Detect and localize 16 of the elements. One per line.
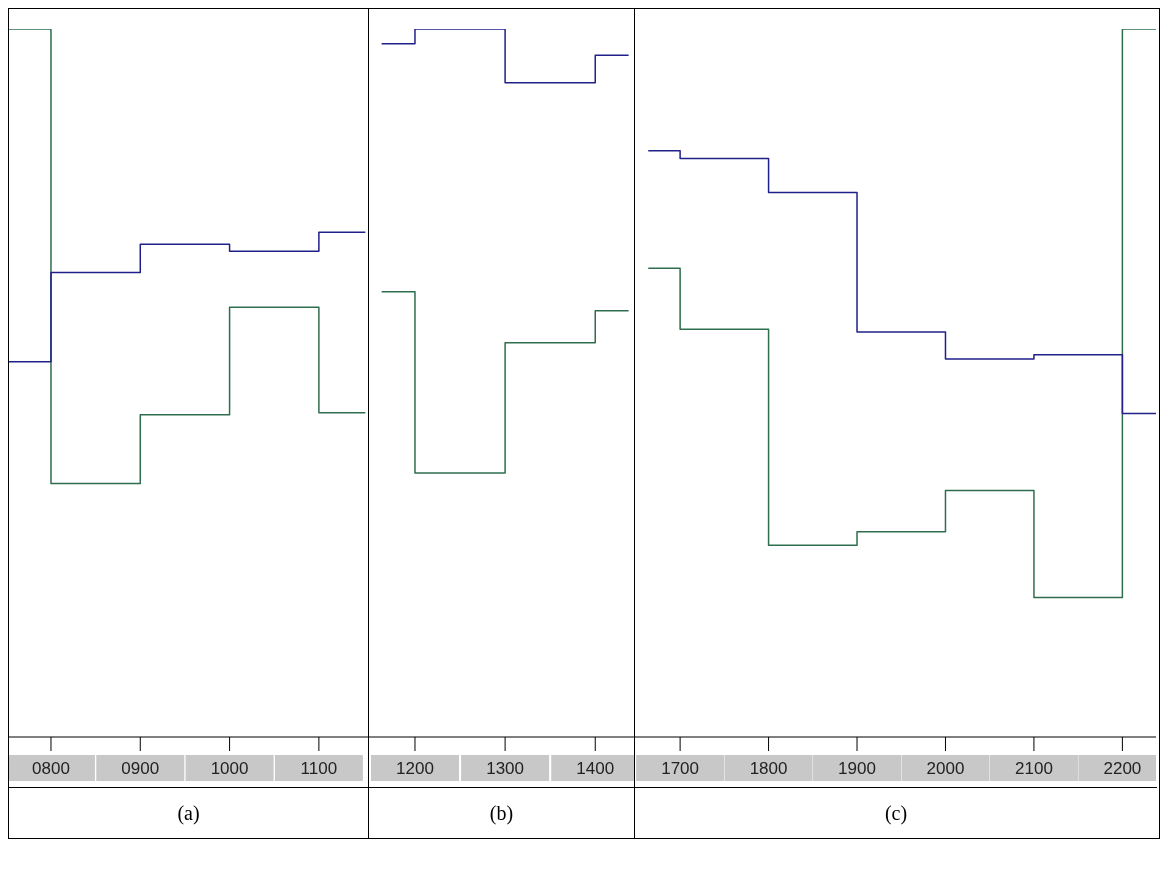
x-tick-label: 1200 xyxy=(396,759,434,778)
x-tick-label: 0900 xyxy=(121,759,160,778)
x-tick-label: 2200 xyxy=(1103,759,1142,778)
text: (b) xyxy=(489,801,514,825)
x-tick-label: 1800 xyxy=(749,759,788,778)
text: (a) xyxy=(177,801,200,825)
x-tick-label: 2000 xyxy=(926,759,965,778)
x-tick-label: 1900 xyxy=(838,759,876,778)
x-tick-label: 1100 xyxy=(300,759,338,778)
x-tick-label: 1700 xyxy=(661,759,700,778)
x-tick-label: 1400 xyxy=(576,759,615,778)
x-tick-label: 2100 xyxy=(1015,759,1053,778)
x-tick-label: 1300 xyxy=(486,759,525,778)
text: (c) xyxy=(884,801,908,825)
x-tick-label: 1000 xyxy=(210,759,249,778)
x-tick-label: 0800 xyxy=(32,759,70,778)
